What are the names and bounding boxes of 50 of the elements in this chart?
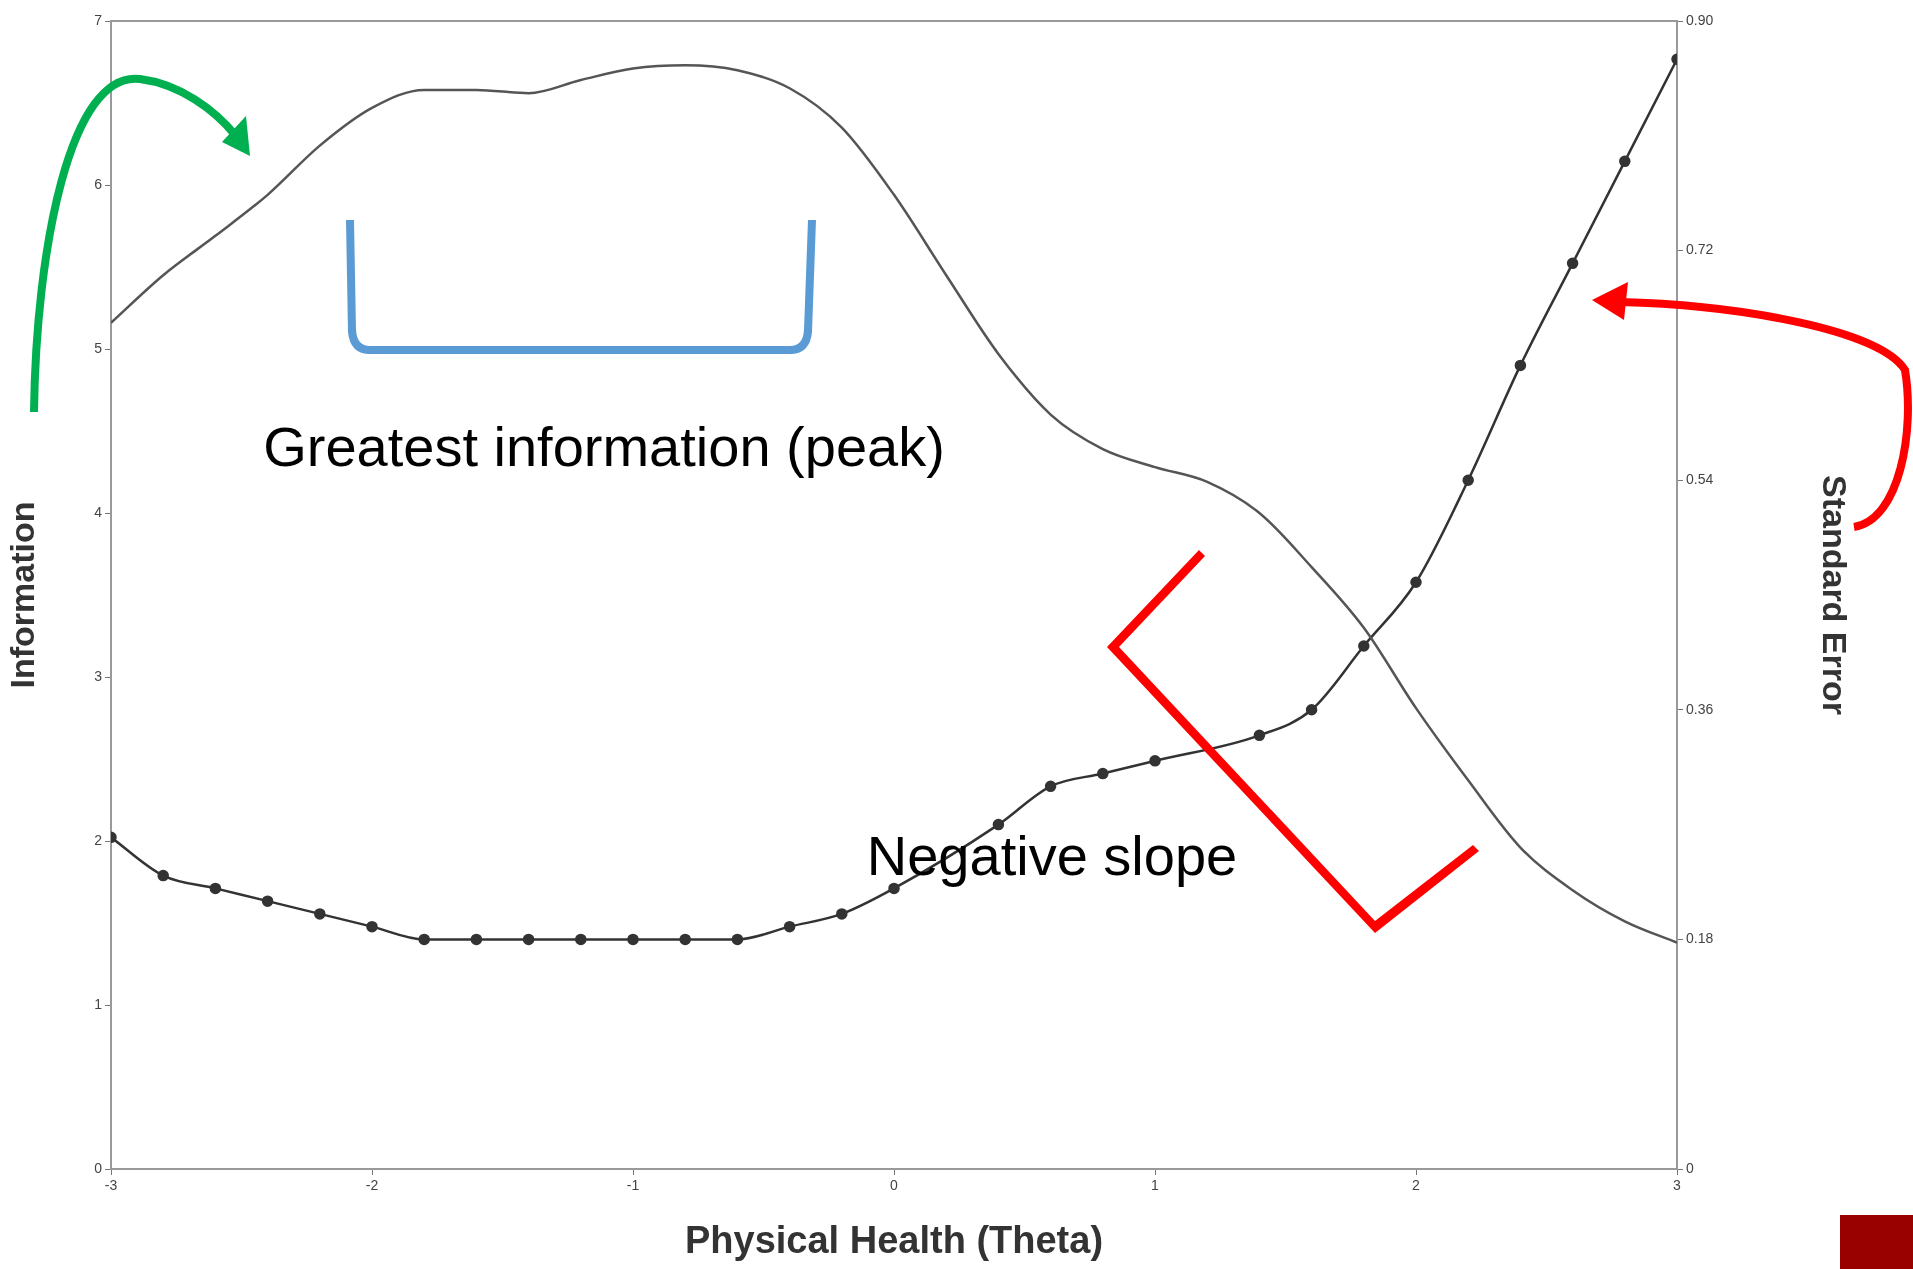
y-tick-label: 0 — [94, 1159, 103, 1176]
x-axis-title: Physical Health (Theta) — [684, 1218, 1104, 1261]
point — [522, 933, 535, 946]
point — [470, 933, 483, 946]
y-tick-label: 7 — [94, 11, 103, 28]
y-tick-label: 1 — [94, 995, 103, 1012]
point — [209, 882, 222, 895]
y2-tick-label: 0.90 — [1686, 11, 1714, 28]
point — [314, 908, 326, 920]
point — [783, 920, 796, 933]
y-tick-label: 3 — [94, 667, 103, 684]
point — [1044, 780, 1057, 793]
y-axis-title: Information — [2, 501, 41, 689]
x-tick-label: -2 — [365, 1177, 379, 1194]
point — [836, 908, 848, 920]
point — [731, 933, 744, 946]
x-tick-label: 1 — [1151, 1177, 1160, 1194]
y2-tick-label: 0.72 — [1686, 241, 1714, 258]
y-tick-label: 2 — [94, 831, 103, 848]
point — [1619, 155, 1631, 168]
point — [1253, 729, 1266, 742]
point — [575, 933, 587, 946]
point — [1410, 576, 1422, 588]
x-tick-label: 0 — [890, 1177, 899, 1194]
y2-tick-label: 0.54 — [1686, 471, 1714, 488]
y2-tick-label: 0.18 — [1686, 930, 1714, 947]
annotation: Greatest information (peak) — [263, 415, 945, 479]
point — [157, 869, 169, 882]
point — [261, 895, 274, 907]
point — [1305, 704, 1318, 716]
point — [679, 933, 691, 946]
x-tick-label: 3 — [1673, 1177, 1682, 1194]
point — [627, 933, 639, 946]
x-tick-label: -1 — [626, 1177, 640, 1194]
point — [1149, 755, 1161, 767]
y-tick-label: 5 — [94, 339, 103, 356]
point — [366, 920, 378, 933]
point — [1514, 359, 1527, 372]
point — [1566, 257, 1579, 270]
y2-tick-label: 0.36 — [1686, 700, 1714, 717]
y-tick-label: 6 — [94, 175, 103, 192]
x-tick-label: -3 — [104, 1177, 118, 1194]
x-tick-label: 2 — [1412, 1177, 1421, 1194]
point — [1462, 474, 1474, 486]
y2-tick-label: 0 — [1686, 1159, 1694, 1176]
y2-axis-title: Standard Error — [1816, 475, 1855, 715]
y-tick-label: 4 — [94, 503, 103, 520]
point — [1097, 767, 1109, 780]
point — [418, 933, 430, 946]
point — [1358, 640, 1370, 652]
